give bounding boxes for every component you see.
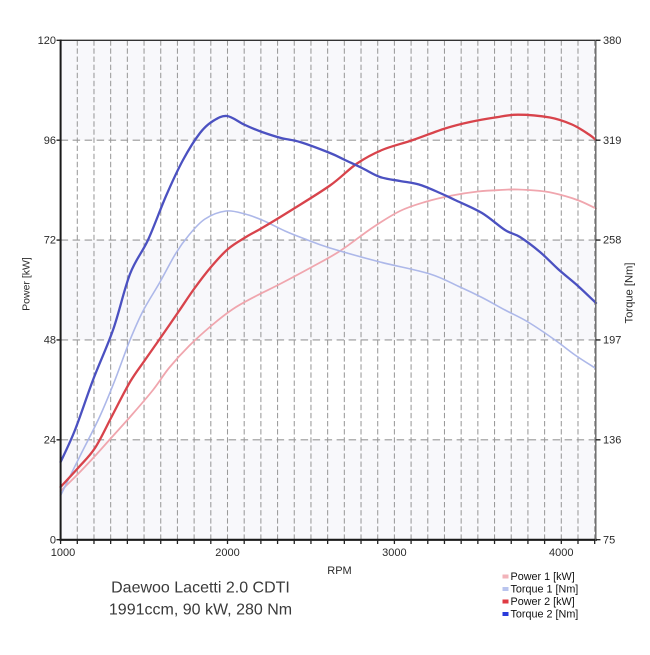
svg-text:Torque 1 [Nm]: Torque 1 [Nm] xyxy=(511,584,579,596)
svg-text:0: 0 xyxy=(50,534,56,546)
svg-text:Torque 2 [Nm]: Torque 2 [Nm] xyxy=(511,609,579,621)
svg-text:Torque [Nm]: Torque [Nm] xyxy=(624,263,636,324)
svg-text:136: 136 xyxy=(603,434,621,446)
svg-text:Power 2 [kW]: Power 2 [kW] xyxy=(511,596,575,608)
svg-text:72: 72 xyxy=(44,235,56,247)
svg-text:2000: 2000 xyxy=(215,547,239,559)
svg-text:RPM: RPM xyxy=(327,565,351,577)
svg-text:1000: 1000 xyxy=(51,547,75,559)
svg-text:1991ccm, 90 kW, 280 Nm: 1991ccm, 90 kW, 280 Nm xyxy=(109,602,292,619)
svg-text:75: 75 xyxy=(603,534,615,546)
svg-text:4000: 4000 xyxy=(549,547,573,559)
svg-text:120: 120 xyxy=(38,35,56,47)
svg-text:96: 96 xyxy=(44,135,56,147)
svg-text:197: 197 xyxy=(603,335,621,347)
svg-text:319: 319 xyxy=(603,135,621,147)
svg-text:380: 380 xyxy=(603,35,621,47)
svg-text:Power 1 [kW]: Power 1 [kW] xyxy=(511,571,575,583)
svg-text:24: 24 xyxy=(44,434,56,446)
svg-text:3000: 3000 xyxy=(382,547,406,559)
svg-text:258: 258 xyxy=(603,235,621,247)
svg-text:48: 48 xyxy=(44,335,56,347)
svg-text:Daewoo Lacetti 2.0 CDTI: Daewoo Lacetti 2.0 CDTI xyxy=(111,580,290,597)
svg-text:Power [kW]: Power [kW] xyxy=(21,257,33,311)
